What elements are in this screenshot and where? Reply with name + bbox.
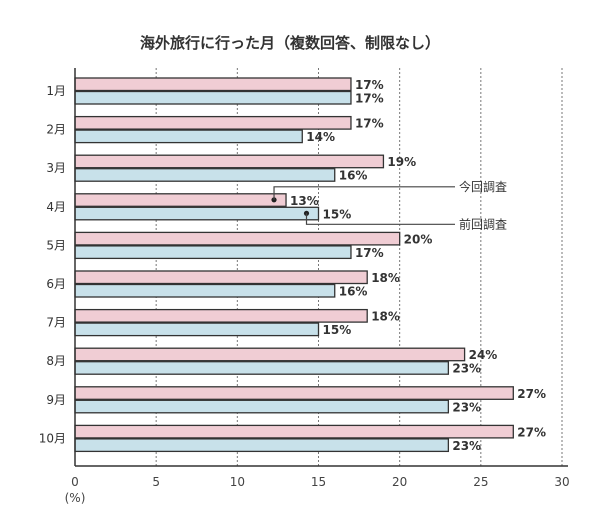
data-label: 17% [355, 92, 384, 106]
data-label: 18% [371, 310, 400, 324]
bar-previous [74, 361, 450, 375]
data-label: 17% [355, 246, 384, 260]
bar-previous [74, 322, 320, 337]
data-label: 16% [339, 169, 368, 183]
category-label: 2月 [46, 123, 66, 137]
category-label: 6月 [46, 277, 66, 291]
x-unit-label: (%) [65, 491, 86, 505]
x-tick-label: 5 [152, 475, 160, 489]
bar-previous [74, 129, 303, 144]
data-label: 23% [452, 362, 481, 376]
legend-label-previous: 前回調査 [459, 216, 507, 231]
bar-previous [74, 245, 352, 260]
data-label: 20% [404, 232, 433, 246]
bar-current [74, 154, 385, 169]
bar-current [74, 193, 287, 207]
bar-current [74, 347, 466, 362]
bar-previous [74, 90, 352, 105]
bar-current [74, 115, 352, 130]
data-label: 24% [469, 348, 498, 362]
category-label: 10月 [39, 431, 66, 445]
x-tick-label: 30 [554, 475, 569, 489]
bar-current [74, 308, 368, 323]
legend-marker-previous [303, 210, 310, 216]
bar-previous [74, 206, 320, 221]
bar-previous [74, 283, 336, 298]
bar-current [74, 424, 514, 439]
data-label: 13% [290, 194, 319, 208]
category-label: 9月 [46, 393, 66, 407]
x-tick-label: 20 [392, 475, 407, 489]
bar-current [74, 77, 352, 92]
data-label: 23% [452, 400, 481, 414]
category-label: 3月 [46, 161, 66, 175]
legend-leader-previous [305, 213, 455, 225]
chart-title: 海外旅行に行った月（複数回答、制限なし） [140, 34, 440, 52]
x-tick-label: 15 [311, 475, 326, 489]
data-label: 15% [323, 323, 352, 337]
data-label: 17% [355, 117, 384, 131]
legend-leader-current [273, 186, 455, 200]
x-tick-label: 10 [230, 475, 245, 489]
category-label: 8月 [46, 354, 66, 368]
bar-current [74, 231, 401, 246]
data-label: 27% [517, 425, 546, 439]
data-label: 14% [306, 130, 335, 144]
data-label: 23% [452, 439, 481, 453]
category-label: 1月 [46, 84, 66, 98]
bar-previous [74, 168, 336, 182]
bar-previous [74, 438, 450, 453]
data-label: 18% [371, 271, 400, 285]
category-label: 5月 [46, 238, 66, 252]
bar-current [74, 386, 514, 400]
category-label: 4月 [46, 200, 66, 214]
bar-current [74, 270, 368, 285]
data-label: 15% [323, 207, 352, 221]
data-label: 27% [517, 387, 546, 401]
legend-label-current: 今回調査 [459, 179, 507, 194]
x-tick-label: 0 [71, 475, 79, 489]
bar-previous [74, 399, 450, 414]
data-label: 19% [387, 155, 416, 169]
category-label: 7月 [46, 316, 66, 330]
x-tick-label: 25 [473, 475, 488, 489]
data-label: 17% [355, 78, 384, 92]
data-label: 16% [339, 285, 368, 299]
